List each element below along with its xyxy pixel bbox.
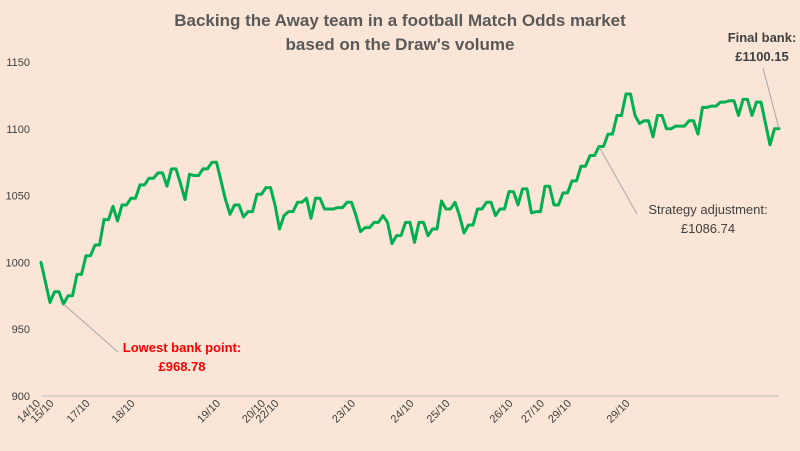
series-line <box>39 92 781 306</box>
annotation-value: £1086.74 <box>681 221 735 236</box>
chart-title-line-1: Backing the Away team in a football Matc… <box>174 11 626 30</box>
annotation-leader-line <box>762 67 780 129</box>
annotation-label: Final bank: <box>728 30 797 45</box>
x-tick-label: 23/10 <box>330 398 358 426</box>
annotation-label: Strategy adjustment: <box>648 202 767 217</box>
x-tick-label: 17/10 <box>65 398 93 426</box>
y-tick-label: 1100 <box>6 124 30 136</box>
x-tick-label: 29/10 <box>546 398 574 426</box>
annotation-value: £968.78 <box>159 359 206 374</box>
x-tick-label: 27/10 <box>519 398 547 426</box>
y-tick-label: 900 <box>12 391 30 403</box>
y-tick-label: 1000 <box>6 257 30 269</box>
y-tick-label: 1050 <box>6 191 30 203</box>
y-tick-label: 950 <box>12 324 30 336</box>
annotation-value: £1100.15 <box>735 49 789 64</box>
x-tick-label: 24/10 <box>389 398 417 426</box>
annotation-label: Lowest bank point: <box>123 340 241 355</box>
annotation-leader-line <box>598 146 638 215</box>
x-tick-label: 19/10 <box>195 398 223 426</box>
x-tick-label: 26/10 <box>488 398 516 426</box>
chart-title-line-2: based on the Draw's volume <box>285 35 515 54</box>
x-tick-label: 29/10 <box>605 398 633 426</box>
x-tick-label: 18/10 <box>110 398 138 426</box>
y-tick-label: 1150 <box>6 57 30 69</box>
annotation-leader-line <box>63 303 119 353</box>
x-tick-label: 25/10 <box>425 398 453 426</box>
